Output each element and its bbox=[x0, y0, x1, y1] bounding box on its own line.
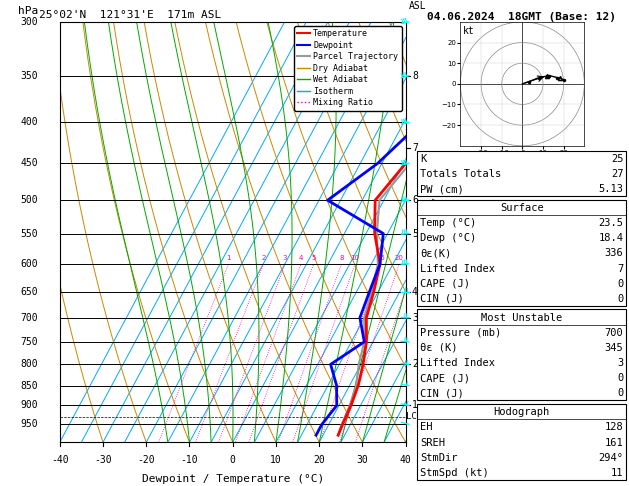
Text: 25: 25 bbox=[611, 154, 623, 164]
Text: θε (K): θε (K) bbox=[420, 343, 458, 353]
Text: 400: 400 bbox=[21, 117, 38, 127]
Text: 20: 20 bbox=[395, 255, 404, 260]
Text: Dewp (°C): Dewp (°C) bbox=[420, 233, 476, 243]
Text: 650: 650 bbox=[21, 287, 38, 297]
Text: θε(K): θε(K) bbox=[420, 248, 452, 259]
Text: -40: -40 bbox=[51, 455, 69, 465]
Text: PW (cm): PW (cm) bbox=[420, 184, 464, 194]
Text: 336: 336 bbox=[604, 248, 623, 259]
Text: Temp (°C): Temp (°C) bbox=[420, 218, 476, 228]
Text: 0: 0 bbox=[617, 373, 623, 383]
Text: © weatheronline.co.uk: © weatheronline.co.uk bbox=[465, 469, 578, 479]
Text: 20: 20 bbox=[313, 455, 325, 465]
Text: 25°02'N  121°31'E  171m ASL: 25°02'N 121°31'E 171m ASL bbox=[39, 10, 221, 20]
Text: CAPE (J): CAPE (J) bbox=[420, 373, 470, 383]
Text: 0: 0 bbox=[617, 278, 623, 289]
Text: 4: 4 bbox=[412, 287, 418, 297]
Text: 1: 1 bbox=[226, 255, 231, 260]
Text: Surface: Surface bbox=[500, 203, 543, 213]
Text: StmSpd (kt): StmSpd (kt) bbox=[420, 468, 489, 478]
Text: 700: 700 bbox=[21, 312, 38, 323]
Text: Dewpoint / Temperature (°C): Dewpoint / Temperature (°C) bbox=[142, 474, 324, 484]
Text: km
ASL: km ASL bbox=[409, 0, 427, 11]
Text: Hodograph: Hodograph bbox=[494, 407, 550, 417]
Text: 128: 128 bbox=[604, 422, 623, 433]
Text: 8: 8 bbox=[339, 255, 343, 260]
Text: 5: 5 bbox=[412, 228, 418, 239]
Text: CIN (J): CIN (J) bbox=[420, 388, 464, 399]
Text: -30: -30 bbox=[94, 455, 112, 465]
Text: 800: 800 bbox=[21, 359, 38, 369]
Text: Lifted Index: Lifted Index bbox=[420, 263, 495, 274]
Text: K: K bbox=[420, 154, 426, 164]
Text: 0: 0 bbox=[617, 388, 623, 399]
Text: 350: 350 bbox=[21, 70, 38, 81]
Text: 4: 4 bbox=[299, 255, 303, 260]
Text: 5: 5 bbox=[311, 255, 316, 260]
Text: CIN (J): CIN (J) bbox=[420, 294, 464, 304]
Text: 345: 345 bbox=[604, 343, 623, 353]
Text: 500: 500 bbox=[21, 195, 38, 205]
Text: 27: 27 bbox=[611, 169, 623, 179]
Text: 18.4: 18.4 bbox=[598, 233, 623, 243]
Text: 850: 850 bbox=[21, 381, 38, 391]
Text: 300: 300 bbox=[21, 17, 38, 27]
Text: 6: 6 bbox=[412, 195, 418, 205]
Text: Most Unstable: Most Unstable bbox=[481, 313, 562, 323]
Text: CAPE (J): CAPE (J) bbox=[420, 278, 470, 289]
Text: EH: EH bbox=[420, 422, 433, 433]
Text: SREH: SREH bbox=[420, 437, 445, 448]
Text: 5.13: 5.13 bbox=[598, 184, 623, 194]
Text: 23.5: 23.5 bbox=[598, 218, 623, 228]
Text: 7: 7 bbox=[412, 142, 418, 153]
Text: Lifted Index: Lifted Index bbox=[420, 358, 495, 368]
Text: 3: 3 bbox=[283, 255, 287, 260]
Text: 04.06.2024  18GMT (Base: 12): 04.06.2024 18GMT (Base: 12) bbox=[427, 12, 616, 22]
Text: 8: 8 bbox=[412, 70, 418, 81]
Legend: Temperature, Dewpoint, Parcel Trajectory, Dry Adiabat, Wet Adiabat, Isotherm, Mi: Temperature, Dewpoint, Parcel Trajectory… bbox=[294, 26, 401, 111]
Text: 450: 450 bbox=[21, 158, 38, 169]
Text: 700: 700 bbox=[604, 328, 623, 338]
Text: 0: 0 bbox=[617, 294, 623, 304]
Text: Pressure (mb): Pressure (mb) bbox=[420, 328, 501, 338]
Text: 161: 161 bbox=[604, 437, 623, 448]
Text: 1: 1 bbox=[412, 400, 418, 411]
Text: 15: 15 bbox=[376, 255, 385, 260]
Text: hPa: hPa bbox=[18, 5, 38, 16]
Text: -20: -20 bbox=[137, 455, 155, 465]
Text: 10: 10 bbox=[350, 255, 360, 260]
Text: 550: 550 bbox=[21, 228, 38, 239]
Text: kt: kt bbox=[463, 26, 475, 35]
Text: 30: 30 bbox=[357, 455, 369, 465]
Text: 7: 7 bbox=[617, 263, 623, 274]
Text: LCL: LCL bbox=[406, 413, 423, 421]
Text: 294°: 294° bbox=[598, 452, 623, 463]
Text: Totals Totals: Totals Totals bbox=[420, 169, 501, 179]
Text: 2: 2 bbox=[261, 255, 265, 260]
Text: 3: 3 bbox=[412, 312, 418, 323]
Text: 11: 11 bbox=[611, 468, 623, 478]
Text: StmDir: StmDir bbox=[420, 452, 458, 463]
Text: 2: 2 bbox=[412, 359, 418, 369]
Text: 40: 40 bbox=[400, 455, 411, 465]
Text: 750: 750 bbox=[21, 337, 38, 347]
Text: 900: 900 bbox=[21, 400, 38, 411]
Text: 600: 600 bbox=[21, 259, 38, 269]
Text: Mixing Ratio (g/kg): Mixing Ratio (g/kg) bbox=[433, 181, 442, 283]
Text: 3: 3 bbox=[617, 358, 623, 368]
Text: 10: 10 bbox=[270, 455, 282, 465]
Text: 0: 0 bbox=[230, 455, 236, 465]
Text: -10: -10 bbox=[181, 455, 198, 465]
Text: 950: 950 bbox=[21, 419, 38, 429]
